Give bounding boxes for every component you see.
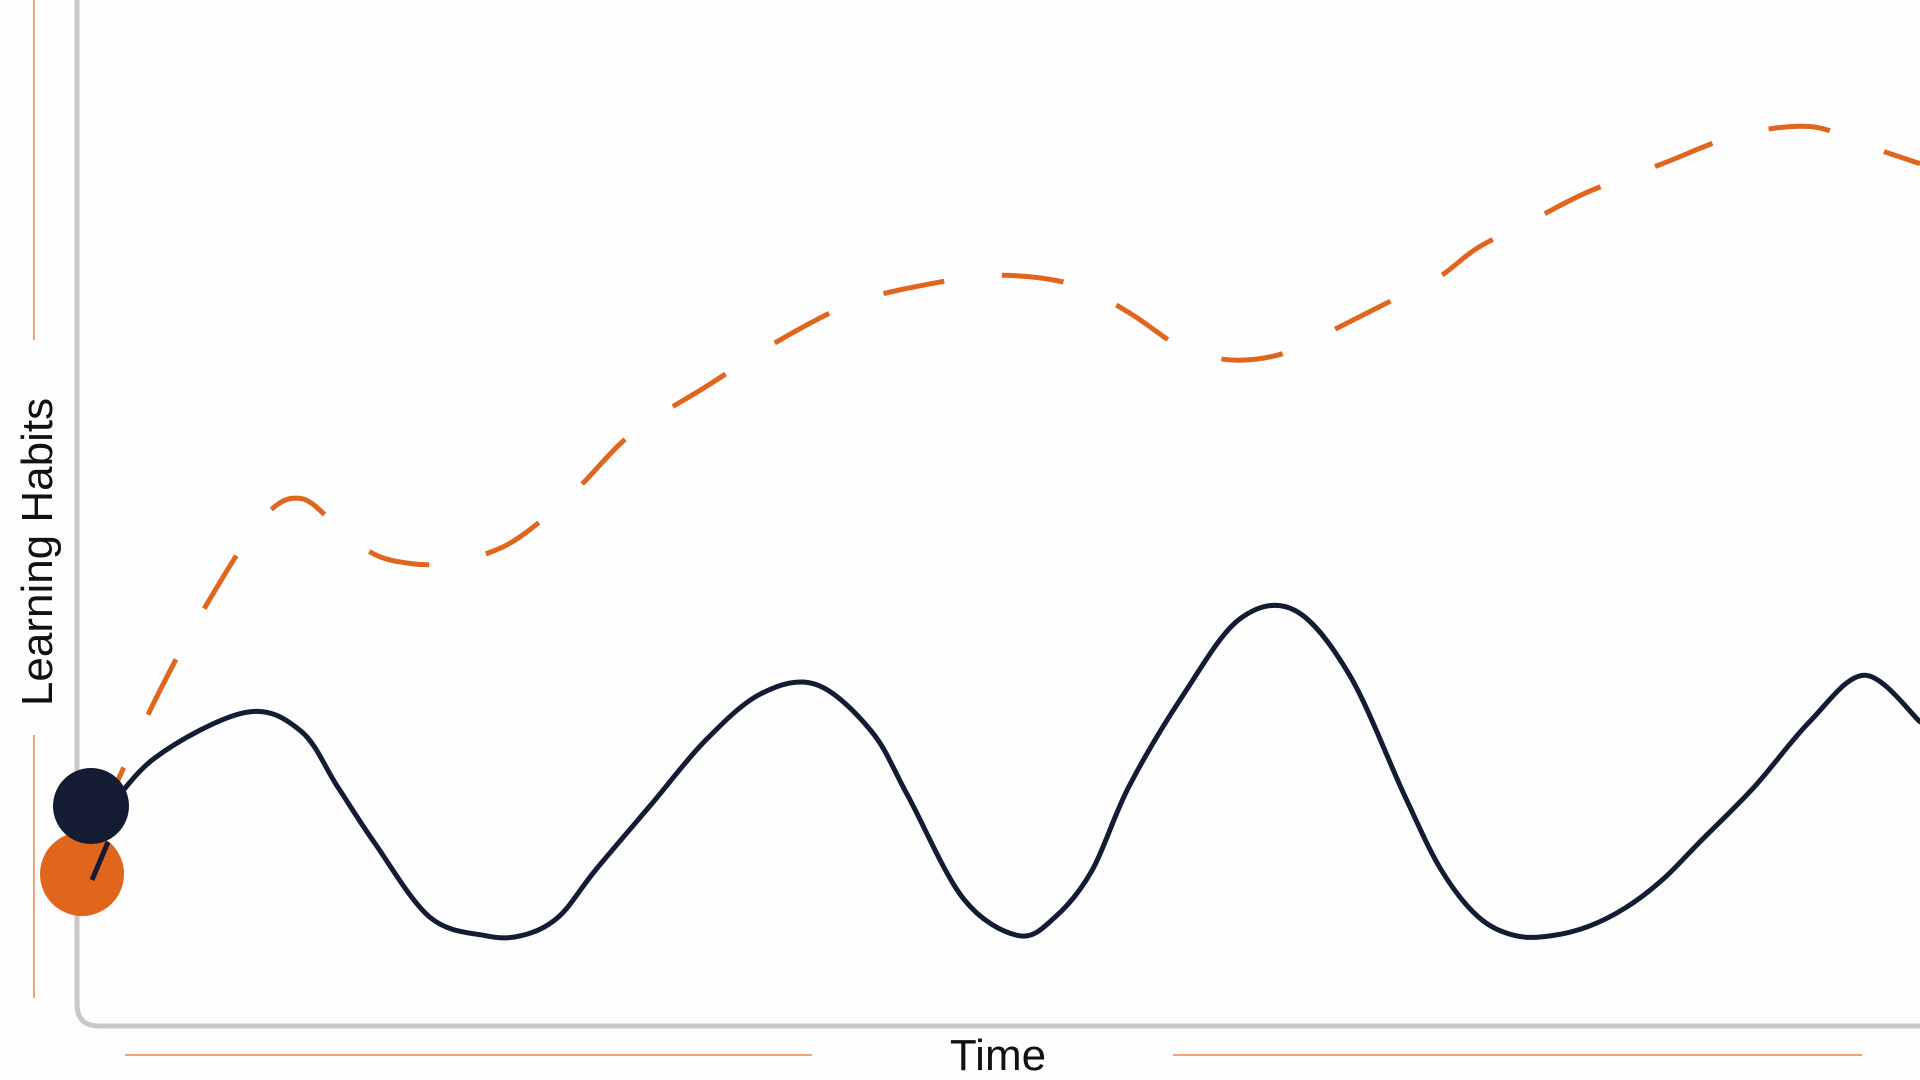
x-axis-label: Time xyxy=(950,1031,1046,1080)
series-solid-line xyxy=(95,602,1920,941)
start-marker-navy xyxy=(53,768,129,844)
y-axis-label: Learning Habits xyxy=(13,398,62,706)
series-group xyxy=(95,123,1920,941)
series-dashed-line xyxy=(96,123,1920,826)
axis-frame xyxy=(74,0,1920,1029)
start-marker-orange xyxy=(40,832,124,916)
start-connector xyxy=(89,841,111,881)
